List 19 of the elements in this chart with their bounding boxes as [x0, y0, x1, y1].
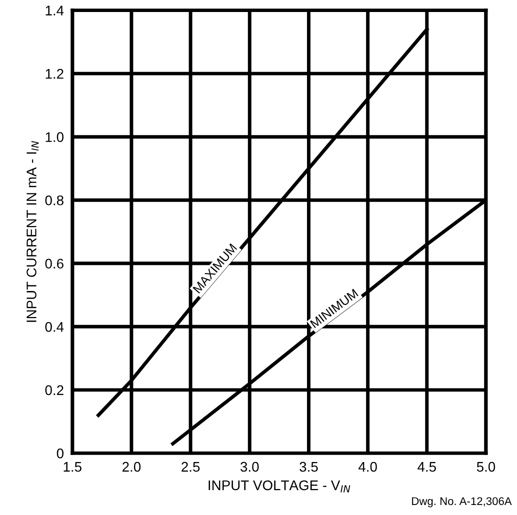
y-tick-label: 1.2: [46, 68, 64, 79]
x-tick-label: 3.5: [300, 462, 318, 472]
x-tick-label: 3.0: [240, 462, 259, 472]
x-tick-label: 2.5: [182, 462, 200, 472]
y-tick-label: 0.8: [45, 195, 64, 206]
y-tick-label: 1.4: [46, 6, 64, 16]
x-axis-title: INPUT VOLTAGE - V$_{IN}$: [208, 480, 350, 492]
y-tick-label: 1.0: [46, 132, 64, 142]
text: Dwg. No. A-12,306A: [412, 497, 512, 508]
y-axis-title: INPUT CURRENT IN mA - I$_{IN}$: [26, 141, 39, 322]
x-tick-label: 2.0: [122, 462, 141, 472]
y-tick-label: 0.4: [45, 322, 64, 332]
x-tick-label: 5.0: [476, 462, 496, 472]
y-tick-label: 0: [56, 448, 64, 458]
x-tick-label: 1.5: [64, 462, 82, 472]
y-tick-label: 0.2: [45, 385, 64, 396]
y-tick-label: 0.6: [45, 258, 64, 269]
x-tick-label: 4.0: [358, 462, 377, 472]
x-tick-label: 4.5: [418, 462, 436, 472]
